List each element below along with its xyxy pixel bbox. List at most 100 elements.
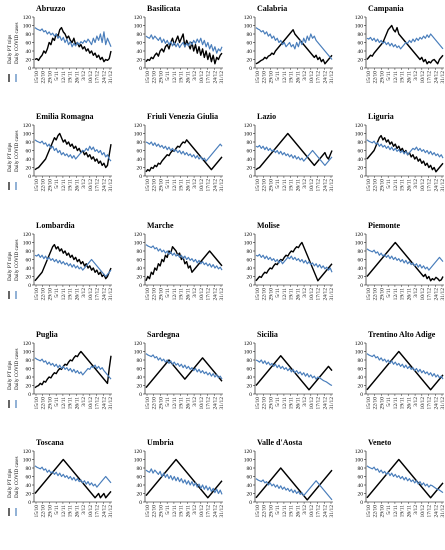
series-line-pt-trips: [366, 241, 444, 282]
y-tick-label: 80: [26, 358, 32, 364]
y-tick-label: 80: [137, 249, 143, 255]
x-tick-label: 5/11: [275, 505, 281, 515]
y-tick-label: 100: [23, 132, 32, 138]
y-tick-label: 100: [134, 350, 143, 356]
y-tick-label: 100: [23, 241, 32, 247]
y-tick-label: 0: [249, 66, 252, 72]
x-tick-label: 15/10: [255, 397, 261, 410]
x-tick-label: 22/10: [152, 71, 158, 84]
x-tick-label: 10/12: [420, 71, 426, 84]
x-tick-label: 15/10: [145, 288, 151, 301]
x-tick-label: 22/10: [373, 505, 379, 518]
x-tick-label: 15/10: [255, 71, 261, 84]
y-tick-label: 120: [244, 449, 253, 455]
x-tick-label: 31/12: [329, 288, 335, 301]
x-tick-label: 29/10: [158, 397, 164, 410]
x-tick-label: 3/12: [302, 505, 308, 515]
x-tick-label: 24/12: [101, 397, 107, 410]
y-tick-label: 20: [137, 492, 143, 498]
x-tick-label: 10/12: [420, 397, 426, 410]
y-tick-label: 20: [26, 275, 32, 281]
y-tick-label: 60: [137, 258, 143, 264]
x-tick-label: 3/12: [81, 288, 87, 298]
series-line-covid-cases: [255, 144, 333, 166]
x-tick-label: 22/10: [41, 288, 47, 301]
x-tick-label: 31/12: [329, 397, 335, 410]
x-tick-label: 12/11: [393, 71, 399, 84]
x-tick-label: 31/12: [440, 71, 445, 84]
y-tick-label: 60: [358, 258, 364, 264]
legend: Daily PT trips Daily COVID cases: [7, 240, 20, 299]
x-tick-label: 31/12: [108, 288, 114, 301]
y-tick-label: 80: [26, 466, 32, 472]
x-tick-label: 24/12: [101, 505, 107, 518]
y-tick-label: 20: [137, 58, 143, 64]
x-tick-label: 19/11: [179, 397, 185, 410]
y-tick-label: 0: [249, 283, 252, 289]
x-tick-label: 26/11: [185, 288, 191, 301]
x-tick-label: 29/10: [379, 397, 385, 410]
y-tick-label: 100: [244, 458, 253, 464]
x-tick-label: 17/12: [316, 505, 322, 518]
x-tick-label: 24/12: [212, 505, 218, 518]
y-tick-label: 0: [249, 500, 252, 506]
y-tick-label: 80: [247, 249, 253, 255]
x-tick-label: 15/10: [34, 179, 40, 192]
x-tick-label: 15/10: [366, 397, 372, 410]
x-tick-label: 17/12: [206, 179, 212, 192]
y-tick-label: 120: [134, 123, 143, 129]
x-tick-label: 26/11: [74, 71, 80, 84]
chart-panel: Molise 0 20 40 60 80 100 120 15/10 22/10 29/10 5/11…: [244, 221, 335, 301]
x-tick-label: 3/12: [192, 505, 198, 515]
y-tick-label: 40: [137, 49, 143, 55]
x-tick-label: 24/12: [433, 505, 439, 518]
x-tick-label: 15/10: [366, 288, 372, 301]
y-tick-label: 80: [137, 358, 143, 364]
x-tick-label: 12/11: [61, 288, 67, 301]
x-tick-label: 24/12: [433, 288, 439, 301]
series-line-covid-cases: [255, 253, 333, 273]
x-tick-label: 12/11: [393, 288, 399, 301]
series-line-covid-cases: [366, 248, 444, 271]
panel-title: Campania: [368, 4, 404, 13]
x-tick-label: 22/10: [152, 397, 158, 410]
y-tick-label: 0: [360, 174, 363, 180]
x-tick-label: 3/12: [302, 397, 308, 407]
x-tick-label: 3/12: [302, 288, 308, 298]
x-tick-label: 26/11: [406, 288, 412, 301]
y-tick-label: 120: [134, 232, 143, 238]
y-tick-label: 0: [360, 500, 363, 506]
x-tick-label: 22/10: [373, 71, 379, 84]
y-tick-label: 40: [247, 375, 253, 381]
x-tick-label: 17/12: [206, 71, 212, 84]
x-tick-label: 12/11: [282, 505, 288, 518]
x-tick-label: 3/12: [413, 505, 419, 515]
panel-title: Liguria: [368, 112, 394, 121]
y-tick-label: 60: [137, 367, 143, 373]
x-tick-label: 12/11: [61, 71, 67, 84]
series-line-covid-cases: [366, 33, 444, 50]
y-tick-label: 0: [28, 174, 31, 180]
x-tick-label: 17/12: [316, 397, 322, 410]
series-line-covid-cases: [34, 465, 112, 488]
x-tick-label: 10/12: [199, 505, 205, 518]
x-tick-label: 19/11: [179, 71, 185, 84]
y-tick-label: 40: [26, 483, 32, 489]
x-tick-label: 29/10: [379, 179, 385, 192]
y-tick-label: 120: [134, 15, 143, 21]
y-tick-label: 0: [28, 66, 31, 72]
x-tick-label: 10/12: [199, 179, 205, 192]
panel-title: Abruzzo: [36, 4, 65, 13]
y-tick-label: 0: [360, 392, 363, 398]
x-tick-label: 5/11: [275, 288, 281, 298]
x-tick-label: 5/11: [54, 397, 60, 407]
x-tick-label: 19/11: [68, 71, 74, 84]
x-tick-label: 17/12: [206, 288, 212, 301]
x-tick-label: 5/11: [386, 505, 392, 515]
x-tick-label: 26/11: [185, 71, 191, 84]
chart-panel: Veneto 0 20 40 60 80 100 120 15/10 22/10 29/10 5/11…: [355, 438, 445, 518]
x-tick-label: 17/12: [316, 288, 322, 301]
x-tick-label: 26/11: [74, 179, 80, 192]
x-tick-label: 12/11: [172, 505, 178, 518]
x-tick-label: 24/12: [433, 179, 439, 192]
